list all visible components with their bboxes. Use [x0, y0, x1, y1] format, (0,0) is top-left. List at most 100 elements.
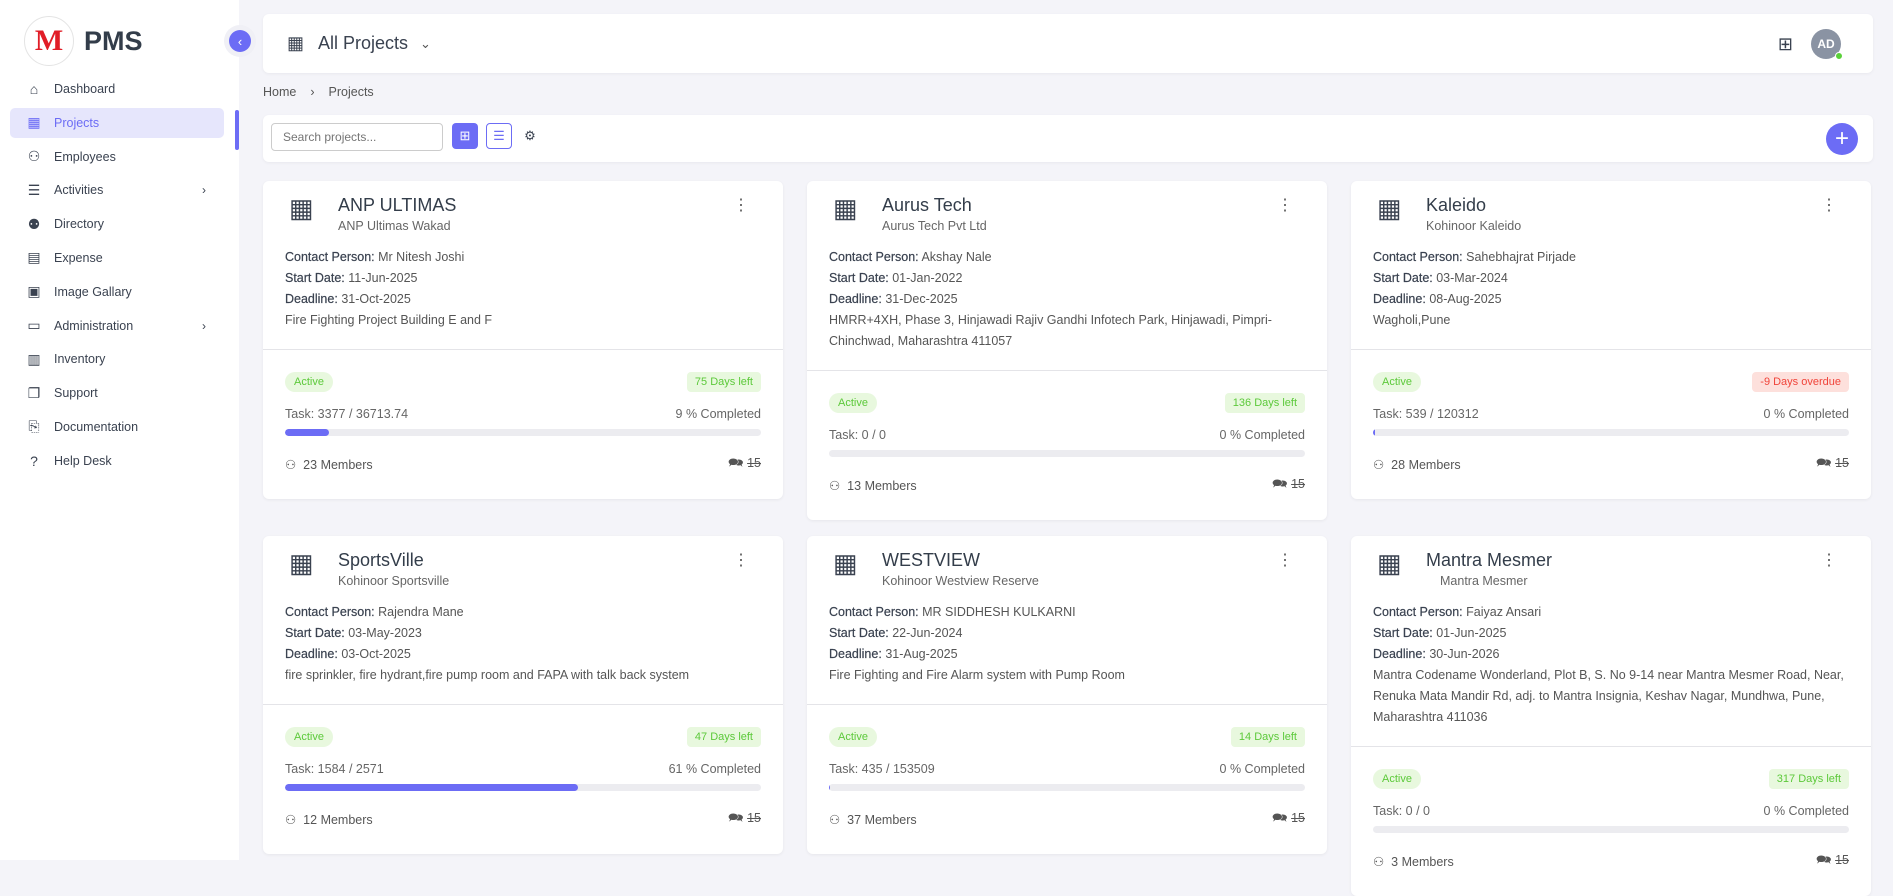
task-total: 0	[879, 428, 886, 442]
comments[interactable]: 🗪 15	[728, 454, 761, 475]
progress-fill	[285, 429, 329, 436]
contact-person: Contact Person: Rajendra Mane	[285, 602, 761, 623]
sidebar-item-expense[interactable]: ▤ Expense	[10, 243, 224, 273]
more-options-icon[interactable]: ⋮	[1821, 552, 1837, 569]
project-card[interactable]: ▦ Kaleido Kohinoor Kaleido ⋮ Contact Per…	[1351, 181, 1871, 499]
project-name[interactable]: Kaleido	[1426, 195, 1487, 215]
logo-mark: M	[24, 16, 74, 66]
task-total: 153509	[892, 762, 935, 776]
sidebar-item-label: Administration	[54, 318, 134, 333]
project-subtitle: Kohinoor Sportsville	[338, 574, 450, 588]
progress-fill	[285, 784, 579, 791]
comment-count: 15	[1291, 477, 1305, 491]
contact-person: Contact Person: Sahebhajrat Pirjade	[1373, 247, 1849, 268]
contact-person: Contact Person: MR SIDDHESH KULKARNI	[829, 602, 1305, 623]
contact-value: Mr Nitesh Joshi	[378, 250, 465, 264]
more-options-icon[interactable]: ⋮	[1277, 552, 1293, 569]
sidebar-item-support[interactable]: ❐ Support	[10, 378, 224, 408]
more-options-icon[interactable]: ⋮	[733, 552, 749, 569]
deadline-value: 31-Oct-2025	[341, 292, 411, 306]
comments[interactable]: 🗪 15	[1272, 809, 1305, 830]
project-name[interactable]: Mantra Mesmer	[1426, 550, 1553, 570]
filter-button[interactable]: ⚙	[517, 123, 543, 149]
contact-label: Contact Person:	[829, 605, 919, 619]
user-icon: ⚇	[27, 148, 41, 165]
comment-icon: 🗪	[728, 456, 744, 470]
sidebar-item-inventory[interactable]: ▥ Inventory	[10, 344, 224, 374]
sidebar-item-image-gallary[interactable]: ▣ Image Gallary	[10, 277, 224, 307]
sidebar-item-help-desk[interactable]: ? Help Desk	[10, 446, 224, 476]
project-address: HMRR+4XH, Phase 3, Hinjawadi Rajiv Gandh…	[829, 313, 1272, 348]
progress-bar	[829, 784, 1305, 791]
start-date: Start Date: 03-May-2023	[285, 623, 761, 644]
breadcrumb-current: Projects	[328, 85, 374, 99]
task-count: Task: 435 / 153509	[829, 762, 935, 776]
chevron-left-icon: ‹	[237, 33, 243, 49]
sidebar-item-activities[interactable]: ☰ Activities ›	[10, 175, 224, 205]
percent-completed: 0 % Completed	[1763, 407, 1849, 421]
start-date: Start Date: 22-Jun-2024	[829, 623, 1305, 644]
chevron-down-icon[interactable]: ⌄	[420, 35, 431, 51]
project-grid: ▦ ANP ULTIMAS ANP Ultimas Wakad ⋮ Contac…	[263, 181, 1872, 896]
deadline-value: 30-Jun-2026	[1429, 647, 1500, 661]
sidebar-item-projects[interactable]: ▦ Projects	[10, 107, 224, 138]
grid-view-button[interactable]: ⊞	[452, 123, 478, 149]
chevron-right-icon: ›	[202, 183, 206, 198]
project-name[interactable]: SportsVille	[338, 550, 424, 570]
project-address: Wagholi,Pune	[1373, 313, 1451, 327]
project-name[interactable]: ANP ULTIMAS	[338, 195, 457, 215]
collapse-sidebar-button[interactable]: ‹	[229, 30, 251, 52]
project-card[interactable]: ▦ ANP ULTIMAS ANP Ultimas Wakad ⋮ Contac…	[263, 181, 783, 499]
comment-icon: 🗪	[1816, 853, 1832, 867]
building-icon: ▦	[833, 193, 858, 223]
project-card[interactable]: ▦ Aurus Tech Aurus Tech Pvt Ltd ⋮ Contac…	[807, 181, 1327, 520]
task-done: 539	[1405, 407, 1427, 421]
deadline: Deadline: 03-Oct-2025	[285, 644, 761, 665]
search-input[interactable]	[271, 123, 443, 151]
start-label: Start Date:	[1373, 271, 1433, 285]
comment-icon: 🗪	[1272, 811, 1288, 825]
list-icon: ☰	[493, 128, 505, 143]
contact-label: Contact Person:	[285, 250, 375, 264]
comments[interactable]: 🗪 15	[728, 809, 761, 830]
more-options-icon[interactable]: ⋮	[1821, 197, 1837, 214]
sidebar-item-employees[interactable]: ⚇ Employees	[10, 142, 224, 172]
members-count: ⚇ 28 Members	[1373, 458, 1461, 472]
project-card[interactable]: ▦ SportsVille Kohinoor Sportsville ⋮ Con…	[263, 536, 783, 854]
project-card[interactable]: ▦ Mantra Mesmer Mantra Mesmer ⋮ Contact …	[1351, 536, 1871, 896]
project-card[interactable]: ▦ WESTVIEW Kohinoor Westview Reserve ⋮ C…	[807, 536, 1327, 854]
progress-bar	[285, 784, 761, 791]
deadline-value: 03-Oct-2025	[341, 647, 411, 661]
start-label: Start Date:	[829, 626, 889, 640]
more-options-icon[interactable]: ⋮	[733, 197, 749, 214]
apps-grid-icon[interactable]: ⊞	[1777, 34, 1793, 54]
project-subtitle: Kohinoor Westview Reserve	[882, 574, 1039, 588]
members-count: ⚇ 37 Members	[829, 813, 917, 827]
list-view-button[interactable]: ☰	[486, 123, 512, 149]
breadcrumb-home[interactable]: Home	[263, 85, 297, 99]
deadline: Deadline: 31-Dec-2025	[829, 289, 1305, 310]
sidebar-item-administration[interactable]: ▭ Administration ›	[10, 311, 224, 341]
sidebar-item-directory[interactable]: ⚉ Directory	[10, 209, 224, 239]
project-subtitle: Aurus Tech Pvt Ltd	[882, 219, 987, 233]
sidebar-item-dashboard[interactable]: ⌂ Dashboard	[10, 74, 224, 104]
app-name: PMS	[84, 25, 143, 56]
project-selector[interactable]: All Projects	[318, 33, 409, 53]
contact-person: Contact Person: Faiyaz Ansari	[1373, 602, 1849, 623]
project-name[interactable]: WESTVIEW	[882, 550, 980, 570]
avatar[interactable]: AD	[1811, 29, 1843, 60]
sidebar-item-label: Documentation	[54, 419, 139, 434]
start-value: 01-Jun-2025	[1436, 626, 1507, 640]
comments[interactable]: 🗪 15	[1272, 475, 1305, 496]
comment-icon: 🗪	[1272, 477, 1288, 491]
project-name[interactable]: Aurus Tech	[882, 195, 972, 215]
add-project-button[interactable]: +	[1826, 123, 1858, 155]
sidebar-item-documentation[interactable]: ⎘ Documentation	[10, 412, 224, 442]
days-left-badge: -9 Days overdue	[1752, 372, 1849, 392]
more-options-icon[interactable]: ⋮	[1277, 197, 1293, 214]
comments[interactable]: 🗪 15	[1816, 851, 1849, 872]
comments[interactable]: 🗪 15	[1816, 454, 1849, 475]
days-left-badge: 14 Days left	[1230, 727, 1305, 747]
comment-count: 15	[747, 811, 761, 825]
logo[interactable]: M PMS	[24, 16, 143, 66]
